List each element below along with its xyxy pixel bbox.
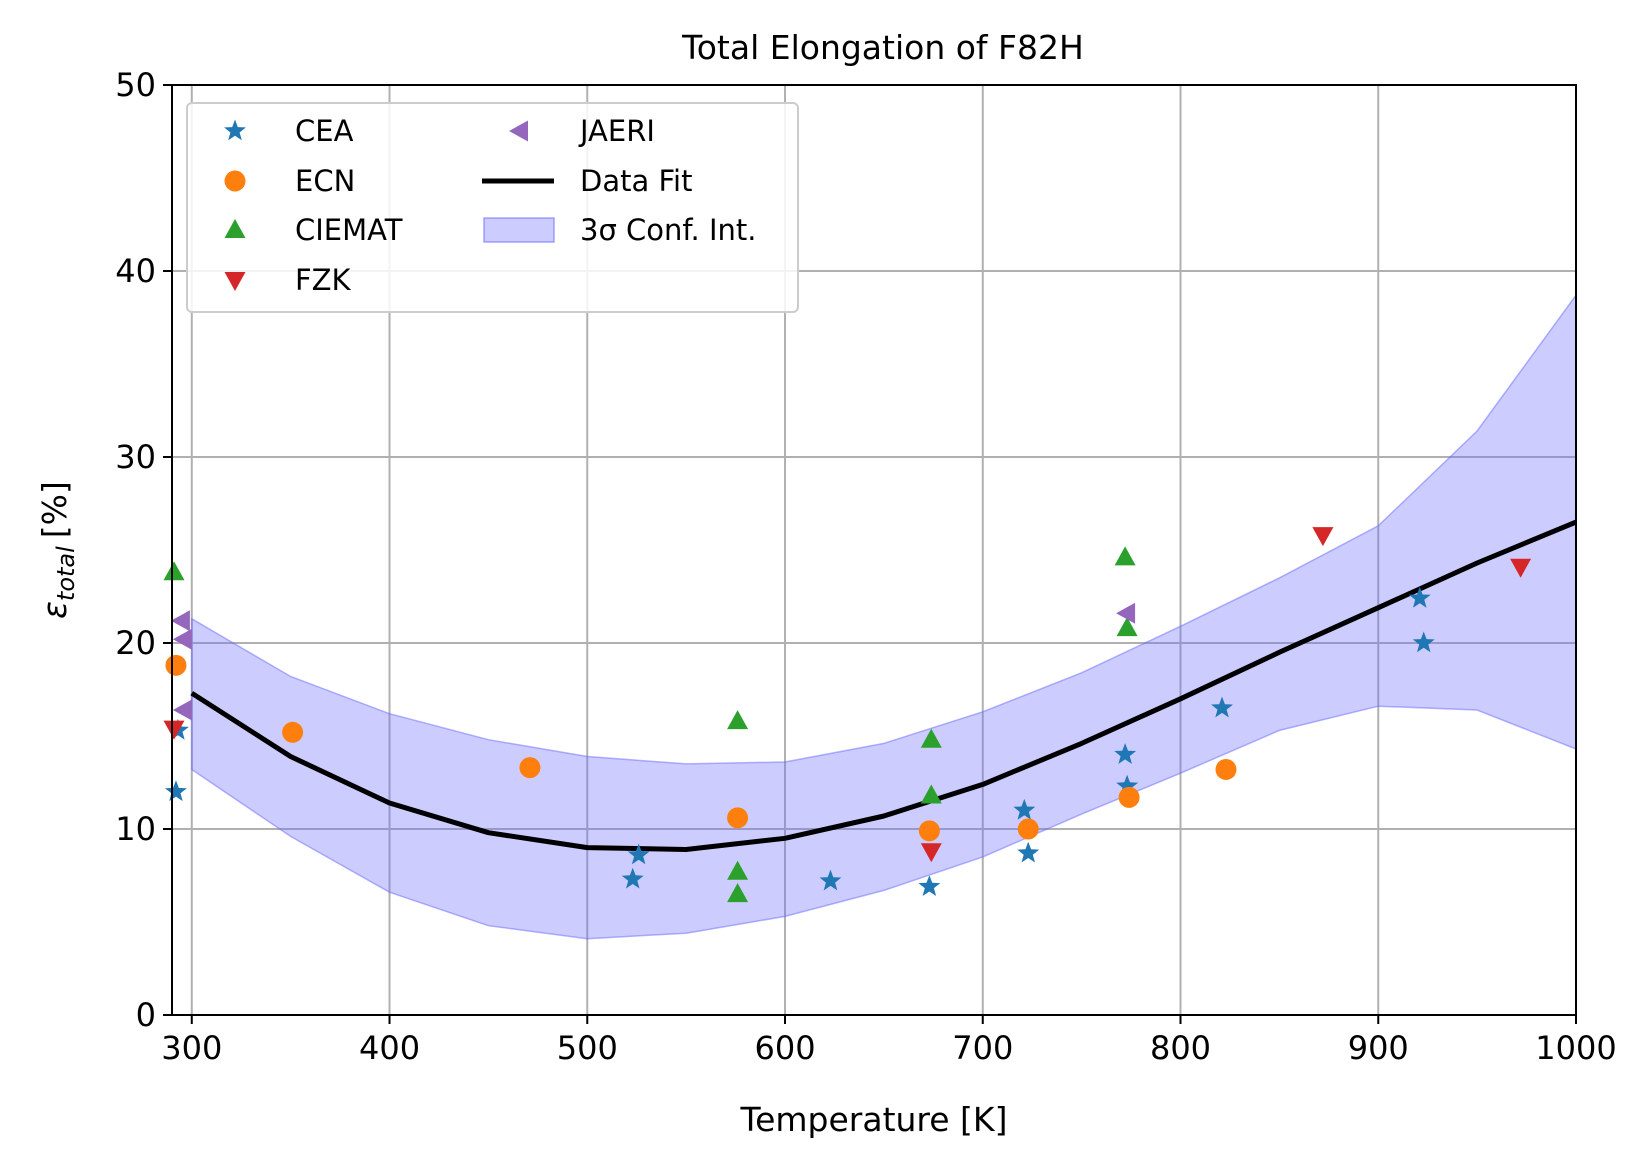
legend-items: CEA ECN CIEMAT FZK JAERI Data Fit 3σ Conf. Int… <box>224 114 756 297</box>
data-point <box>165 780 187 802</box>
legend-marker-band <box>483 217 555 243</box>
data-point <box>1211 696 1233 718</box>
data-point <box>727 860 749 880</box>
data-point <box>170 610 190 632</box>
data-point <box>1017 818 1039 840</box>
x-tick-label: 600 <box>754 1029 815 1067</box>
data-point <box>519 757 541 779</box>
data-point <box>282 721 304 743</box>
series-ciemat <box>163 546 1138 903</box>
data-point <box>920 843 942 863</box>
y-tick-label: 40 <box>115 252 156 290</box>
legend-label-jaeri: JAERI <box>578 114 655 148</box>
legend-marker-ciemat <box>224 219 246 238</box>
legend-marker-fzk <box>224 272 246 291</box>
data-point <box>1408 586 1431 608</box>
data-point <box>918 875 941 896</box>
data-point <box>819 869 842 891</box>
legend-label-fzk: FZK <box>295 263 352 297</box>
x-axis-label: Temperature [K] <box>740 1100 1008 1139</box>
x-tick-label: 400 <box>359 1029 420 1067</box>
y-axis-label-unit: [%] <box>35 481 74 538</box>
y-tick-label: 50 <box>115 66 156 104</box>
data-point <box>627 843 650 865</box>
data-point <box>1114 546 1136 566</box>
data-point <box>172 699 192 721</box>
data-point <box>1312 527 1334 547</box>
data-point <box>1116 774 1139 796</box>
x-tick-label: 800 <box>1150 1029 1211 1067</box>
legend-label-band: 3σ Conf. Int. <box>580 213 756 247</box>
data-point <box>1114 743 1137 764</box>
data-point <box>1412 631 1435 653</box>
x-tick-label: 700 <box>952 1029 1013 1067</box>
data-point <box>1017 841 1040 863</box>
data-point <box>727 710 749 730</box>
y-tick-label: 20 <box>115 624 156 662</box>
legend-label-cea: CEA <box>295 114 354 148</box>
series-cea <box>165 586 1435 896</box>
data-point <box>1116 617 1138 637</box>
y-axis-label: εtotal [%] <box>35 481 80 619</box>
data-point <box>1215 758 1237 780</box>
chart-title: Total Elongation of F82H <box>681 28 1084 67</box>
fit-line-layer <box>190 519 1577 852</box>
data-point <box>727 807 749 829</box>
data-point <box>165 654 187 676</box>
x-tick-label: 300 <box>161 1029 222 1067</box>
data-point <box>727 883 749 903</box>
legend-marker-cea <box>224 119 246 141</box>
data-point <box>920 728 942 748</box>
x-tick-label: 900 <box>1348 1029 1409 1067</box>
y-tick-label: 0 <box>136 996 156 1034</box>
y-axis-ticks: 0 10 20 30 40 50 <box>115 66 172 1034</box>
data-point <box>163 561 185 581</box>
data-point <box>1013 798 1036 820</box>
legend-frame <box>186 102 799 313</box>
data-point <box>1118 786 1140 808</box>
y-tick-label: 10 <box>115 810 156 848</box>
legend: CEA ECN CIEMAT FZK JAERI Data Fit 3σ Conf. Int… <box>186 102 799 313</box>
x-tick-label: 500 <box>557 1029 618 1067</box>
series-ecn <box>165 654 1237 842</box>
plot-frame <box>171 84 1577 1016</box>
legend-label-ecn: ECN <box>295 164 355 198</box>
x-axis-ticks: 300 400 500 600 700 800 900 1000 <box>161 1015 1617 1067</box>
y-axis-label-symbol: ε <box>35 601 74 619</box>
data-point <box>1116 602 1136 624</box>
data-point <box>918 820 940 842</box>
y-axis-label-subscript: total <box>52 546 80 601</box>
y-tick-label: 30 <box>115 438 156 476</box>
legend-marker-jaeri <box>509 120 528 142</box>
data-points-layer <box>163 527 1532 903</box>
series-fzk <box>163 527 1532 863</box>
data-point <box>920 784 942 804</box>
data-point <box>172 628 192 650</box>
legend-marker-ecn <box>224 170 246 192</box>
legend-label-fit: Data Fit <box>580 164 692 198</box>
data-point <box>621 867 644 889</box>
fit-line <box>190 519 1577 852</box>
x-tick-label: 1000 <box>1535 1029 1616 1067</box>
data-point <box>1510 558 1532 578</box>
series-jaeri <box>170 602 1136 721</box>
legend-label-ciemat: CIEMAT <box>295 213 403 247</box>
data-point <box>163 720 185 740</box>
